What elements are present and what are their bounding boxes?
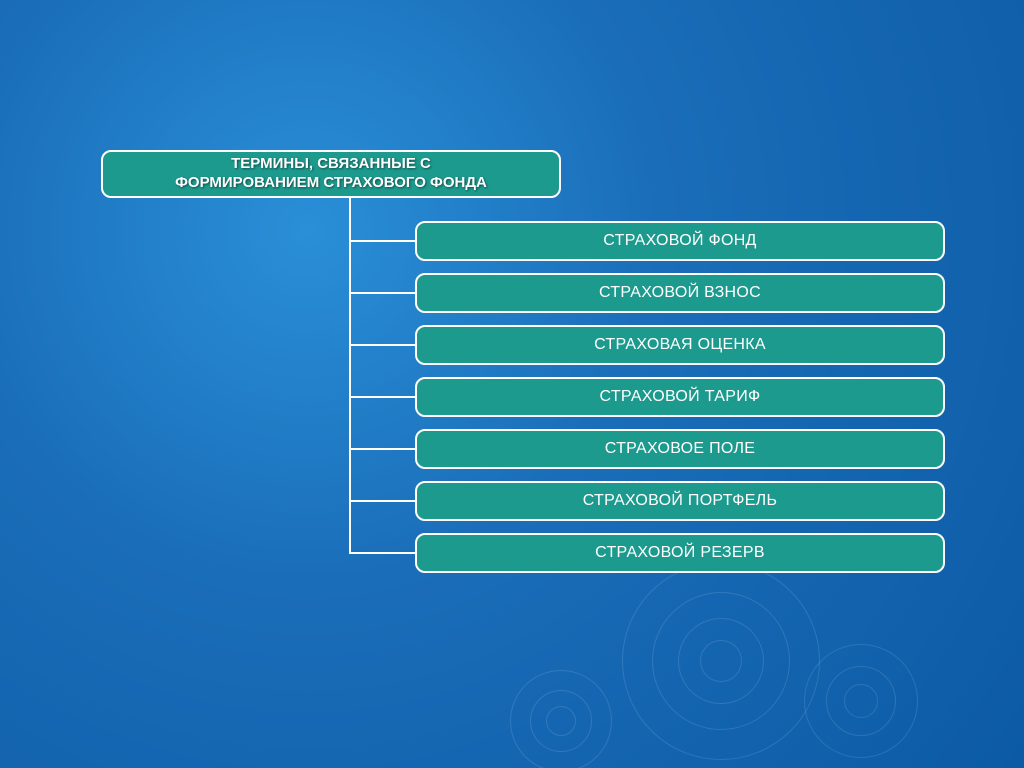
child-label: СТРАХОВОЙ РЕЗЕРВ	[595, 544, 765, 562]
connector	[349, 448, 415, 450]
root-node: ТЕРМИНЫ, СВЯЗАННЫЕ С ФОРМИРОВАНИЕМ СТРАХО…	[101, 150, 561, 198]
ripple-decoration	[510, 670, 612, 768]
connector	[349, 292, 415, 294]
child-label: СТРАХОВОЙ ВЗНОС	[599, 284, 761, 302]
ripple-decoration	[804, 644, 918, 758]
connector	[349, 500, 415, 502]
ripple-decoration	[678, 618, 764, 704]
child-node: СТРАХОВОЙ РЕЗЕРВ	[415, 533, 945, 573]
connector	[349, 240, 415, 242]
slide-canvas: ТЕРМИНЫ, СВЯЗАННЫЕ С ФОРМИРОВАНИЕМ СТРАХО…	[0, 0, 1024, 768]
child-node: СТРАХОВОЙ ПОРТФЕЛЬ	[415, 481, 945, 521]
child-node: СТРАХОВОЙ ВЗНОС	[415, 273, 945, 313]
ripple-decoration	[700, 640, 742, 682]
connector	[349, 396, 415, 398]
ripple-decoration	[546, 706, 576, 736]
connector	[349, 344, 415, 346]
child-label: СТРАХОВОЙ ТАРИФ	[600, 388, 761, 406]
ripple-decoration	[844, 684, 878, 718]
root-label: ТЕРМИНЫ, СВЯЗАННЫЕ С	[231, 155, 431, 172]
ripple-decoration	[652, 592, 790, 730]
ripple-decoration	[826, 666, 896, 736]
child-node: СТРАХОВАЯ ОЦЕНКА	[415, 325, 945, 365]
connector	[349, 552, 415, 554]
child-label: СТРАХОВОЙ ПОРТФЕЛЬ	[583, 492, 778, 510]
child-node: СТРАХОВОЕ ПОЛЕ	[415, 429, 945, 469]
child-label: СТРАХОВАЯ ОЦЕНКА	[594, 336, 766, 354]
child-node: СТРАХОВОЙ ФОНД	[415, 221, 945, 261]
child-label: СТРАХОВОЙ ФОНД	[603, 232, 756, 250]
child-label: СТРАХОВОЕ ПОЛЕ	[605, 440, 756, 458]
root-label: ФОРМИРОВАНИЕМ СТРАХОВОГО ФОНДА	[175, 174, 487, 191]
ripple-decoration	[530, 690, 592, 752]
child-node: СТРАХОВОЙ ТАРИФ	[415, 377, 945, 417]
ripple-decoration	[622, 562, 820, 760]
